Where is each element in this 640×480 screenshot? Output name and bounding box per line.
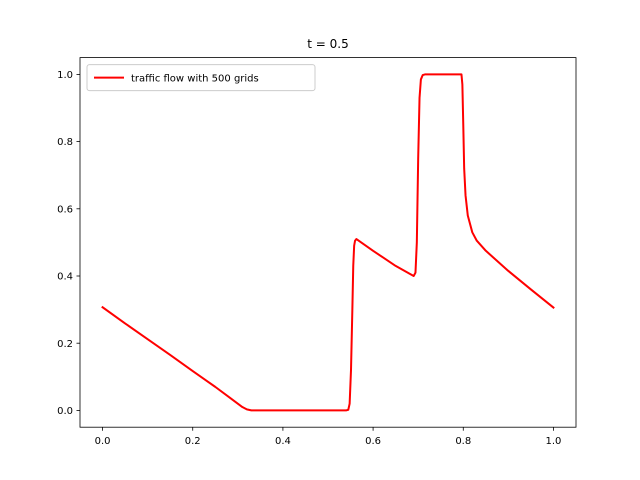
x-tick-label: 0.4 [275, 436, 291, 447]
x-tick-label: 0.6 [365, 436, 381, 447]
series-layer [101, 73, 555, 412]
x-tick-label: 0.8 [455, 436, 471, 447]
x-tick-label: 1.0 [546, 436, 562, 447]
y-axis-ticks: 0.0 0.2 0.4 0.6 0.8 1.0 [57, 70, 80, 417]
legend: traffic flow with 500 grids [86, 64, 316, 92]
y-tick-label: 0.6 [57, 204, 73, 215]
series-line-0 [101, 73, 555, 412]
y-tick-label: 0.0 [57, 406, 73, 417]
legend-box [86, 64, 316, 92]
legend-label: traffic flow with 500 grids [131, 74, 259, 85]
x-tick-label: 0.2 [185, 436, 201, 447]
chart-title: t = 0.5 [307, 37, 348, 51]
y-tick-label: 0.4 [57, 272, 73, 283]
y-tick-label: 0.8 [57, 137, 73, 148]
plot-frame [79, 57, 577, 428]
y-tick-label: 0.2 [57, 339, 73, 350]
x-tick-label: 0.0 [95, 436, 111, 447]
plot-area [80, 57, 576, 428]
x-axis-ticks: 0.0 0.2 0.4 0.6 0.8 1.0 [95, 427, 562, 447]
y-tick-label: 1.0 [57, 70, 73, 81]
